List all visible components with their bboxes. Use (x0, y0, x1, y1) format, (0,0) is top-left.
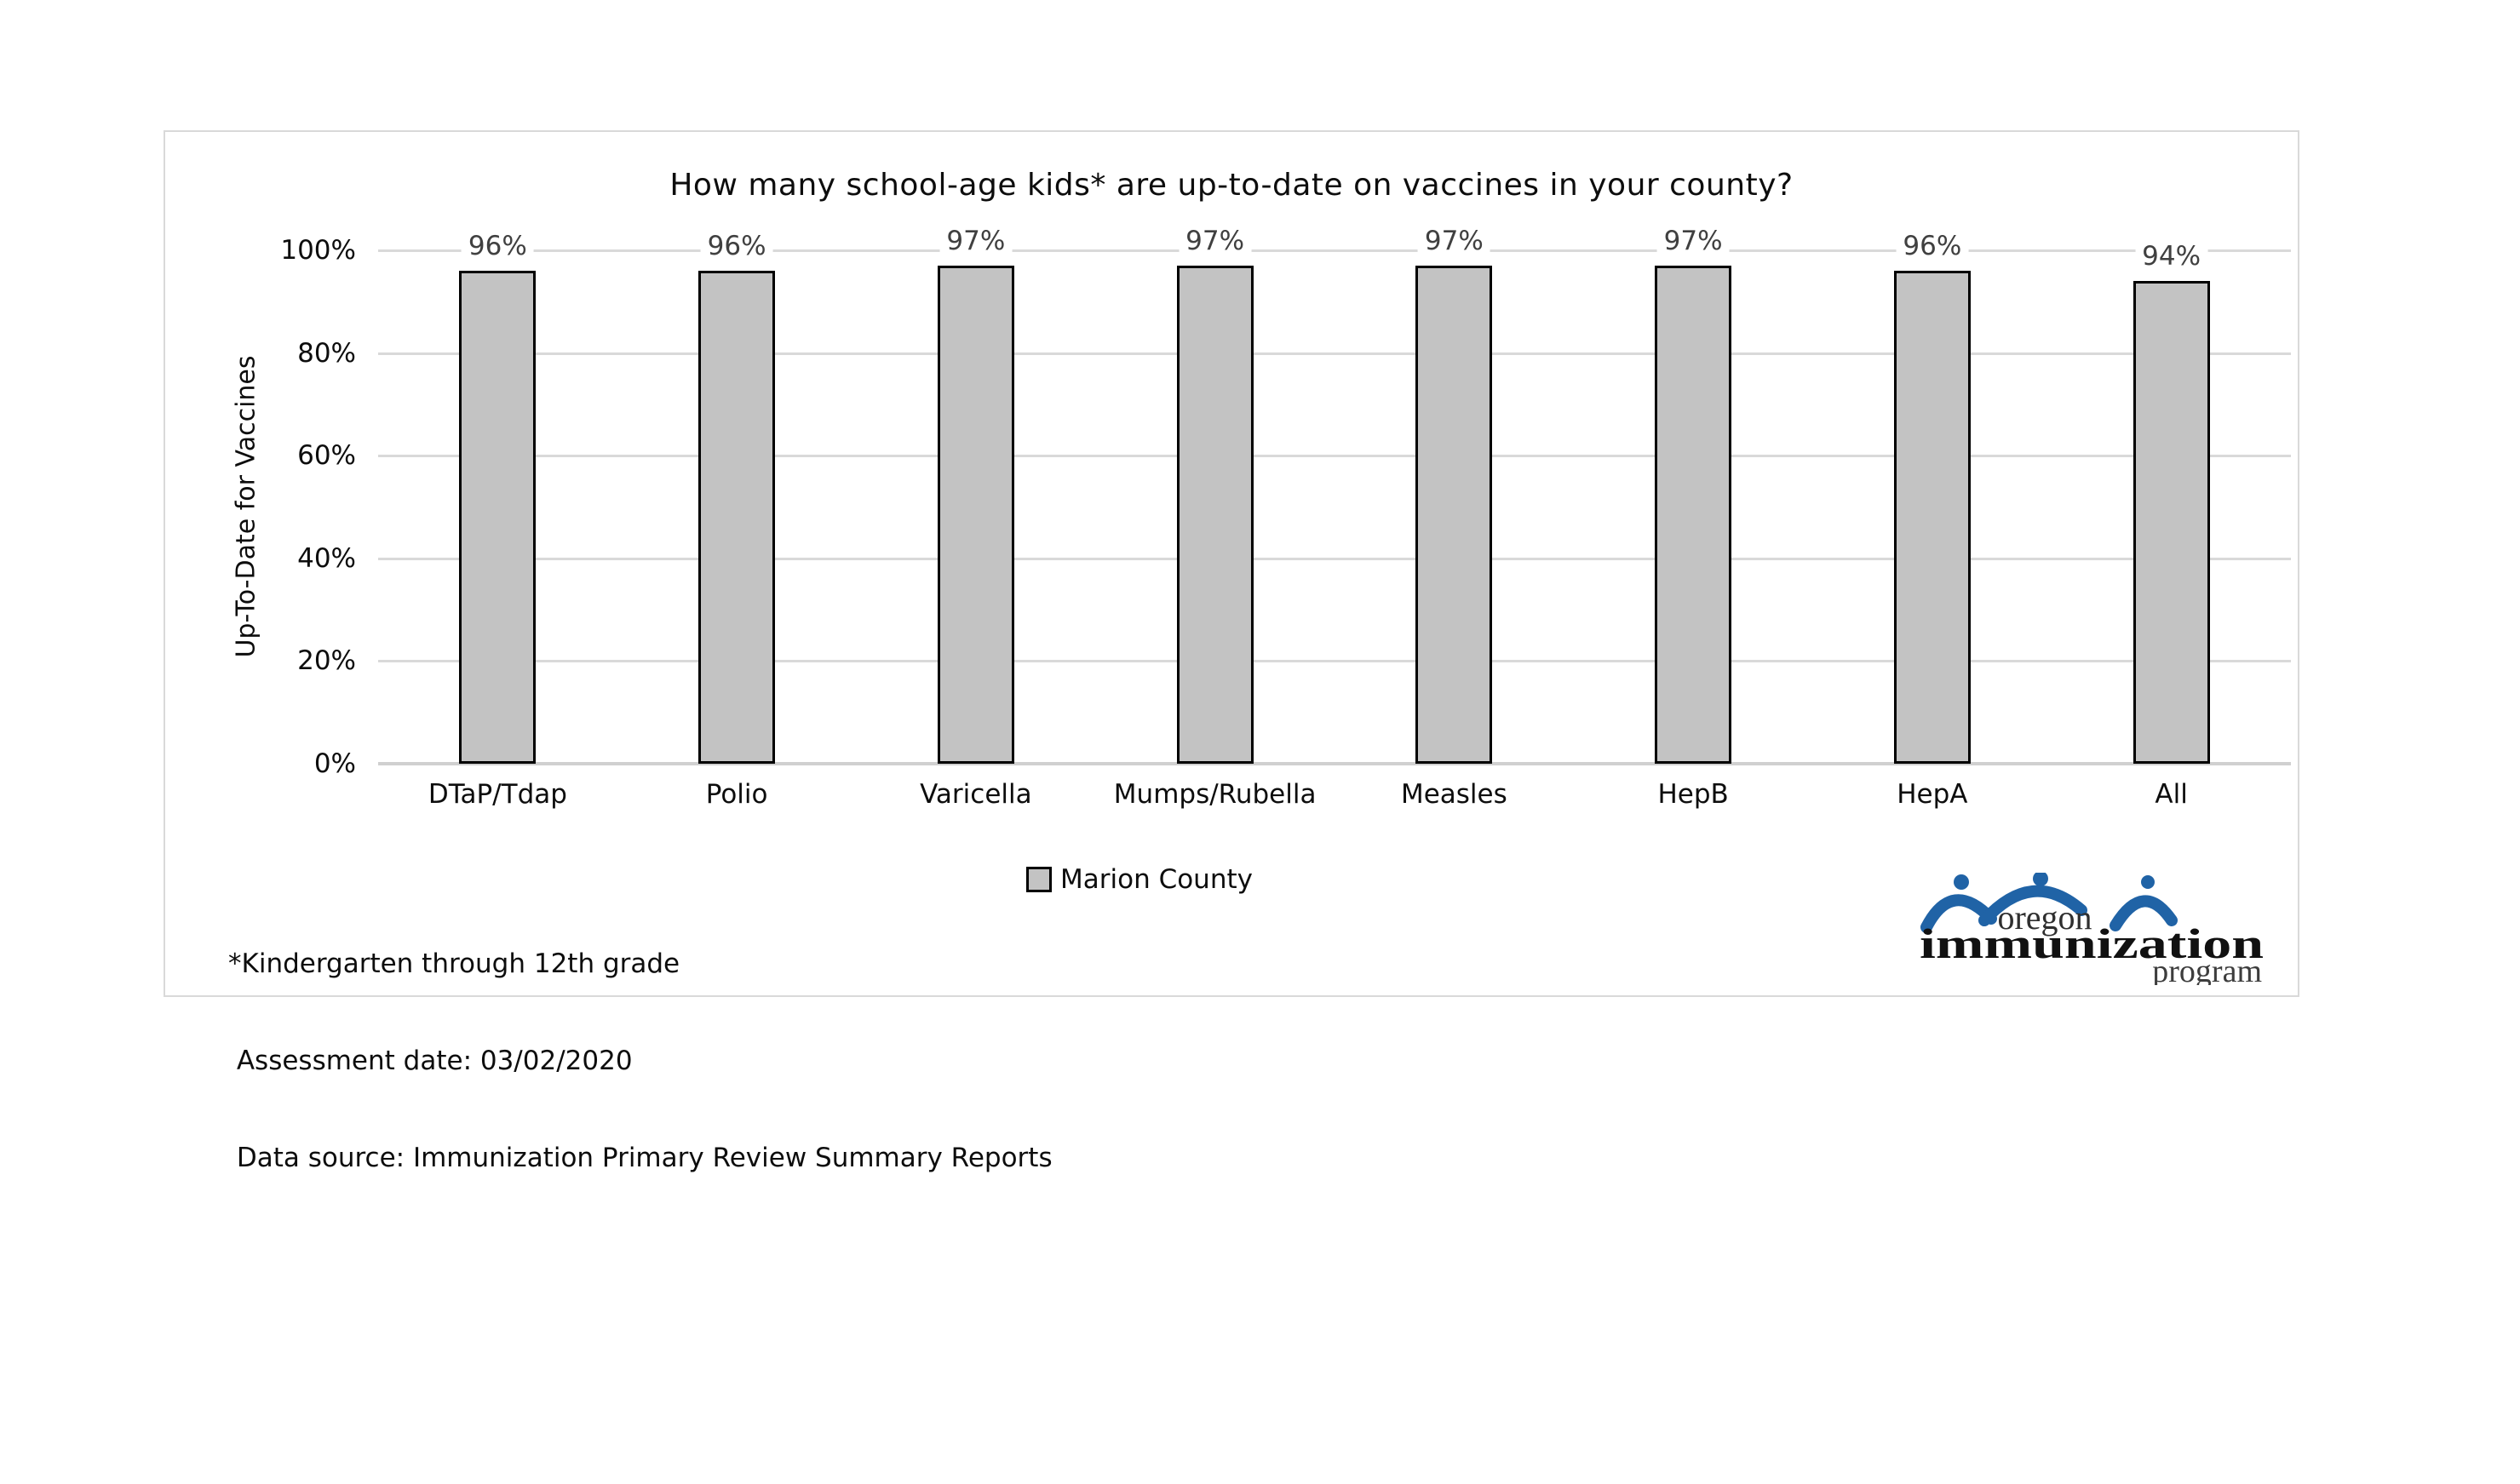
gridline-60 (378, 455, 2291, 458)
x-axis-line (378, 762, 2291, 765)
chart-title: How many school-age kids* are up-to-date… (669, 168, 1794, 203)
bar-slot-Mumps/Rubella: 97% Mumps/Rubella (1095, 226, 1335, 810)
category-label-HepA: HepA (1897, 779, 1968, 810)
footnotes: *Kindergarten through 12th grade Assessm… (228, 883, 1053, 1239)
plot-area: 96% DTaP/Tdap 96% Polio 97% Varicella 97% Mumps… (378, 226, 2291, 810)
category-label-HepB: HepB (1657, 779, 1729, 810)
value-label-Mumps/Rubella: 97% (1179, 226, 1252, 258)
gridline-20 (378, 660, 2291, 663)
bar-Measles (1415, 266, 1493, 764)
bar-slot-HepA: 96% HepA (1813, 231, 2052, 810)
bar-Polio (698, 271, 776, 764)
category-label-DTaP/Tdap: DTaP/Tdap (428, 779, 567, 810)
y-tick-label-20: 20% (297, 645, 356, 677)
value-label-Measles: 97% (1417, 226, 1490, 258)
chart-panel: How many school-age kids* are up-to-date… (164, 130, 2299, 1173)
logo-text-program: program (2152, 954, 2262, 985)
category-label-Mumps/Rubella: Mumps/Rubella (1113, 779, 1317, 810)
bar-slot-All: 94% All (2052, 241, 2291, 810)
footnote-data-source: Data source: Immunization Primary Review… (228, 1143, 1053, 1173)
bar-HepA (1893, 271, 1971, 764)
legend-label: Marion County (1060, 864, 1253, 895)
bar-series: 96% DTaP/Tdap 96% Polio 97% Varicella 97% Mumps… (378, 226, 2291, 810)
figure-heads-icon (1954, 871, 2155, 890)
value-label-HepB: 97% (1656, 226, 1730, 258)
y-tick-label-60: 60% (297, 440, 356, 472)
leaping-figures-icon (1920, 885, 2178, 933)
bar-slot-Measles: 97% Measles (1335, 226, 1574, 810)
y-axis-tick-labels: 0% 20% 40% 60% 80% 100% (165, 235, 356, 779)
category-label-Polio: Polio (705, 779, 768, 810)
bar-slot-HepB: 97% HepB (1574, 226, 1813, 810)
y-tick-label-0: 0% (313, 748, 356, 779)
y-tick-label-40: 40% (297, 542, 356, 574)
logo-text-immunization: immunization (1920, 920, 2264, 967)
category-label-Varicella: Varicella (920, 779, 1032, 810)
bar-HepB (1655, 266, 1732, 764)
value-label-Varicella: 97% (939, 226, 1013, 258)
bar-All (2133, 281, 2210, 764)
bar-Varicella (937, 266, 1014, 764)
category-label-All: All (2155, 779, 2188, 810)
value-label-All: 94% (2135, 241, 2208, 273)
logo-graphic: oregon immunization program (1920, 871, 2264, 989)
bar-slot-Polio: 96% Polio (617, 231, 857, 810)
bar-DTaP/Tdap (459, 271, 537, 764)
value-label-Polio: 96% (700, 231, 773, 263)
bar-slot-DTaP/Tdap: 96% DTaP/Tdap (378, 231, 617, 810)
bar-slot-Varicella: 97% Varicella (857, 226, 1096, 810)
bar-Mumps/Rubella (1176, 266, 1254, 764)
value-label-HepA: 96% (1896, 231, 1969, 263)
y-tick-label-100: 100% (280, 235, 356, 266)
footnote-assessment-date: Assessment date: 03/02/2020 (228, 1046, 633, 1076)
footnote-grade-range: *Kindergarten through 12th grade (228, 948, 680, 979)
gridline-80 (378, 352, 2291, 355)
y-tick-label-80: 80% (297, 337, 356, 369)
oregon-immunization-program-logo: oregon immunization program (1913, 871, 2270, 989)
gridline-40 (378, 557, 2291, 560)
logo-text-oregon: oregon (1997, 898, 2092, 937)
legend-swatch-icon (1026, 867, 1052, 892)
legend: Marion County (1026, 864, 1253, 895)
value-label-DTaP/Tdap: 96% (461, 231, 534, 263)
gridline-100 (378, 249, 2291, 252)
category-label-Measles: Measles (1400, 779, 1507, 810)
